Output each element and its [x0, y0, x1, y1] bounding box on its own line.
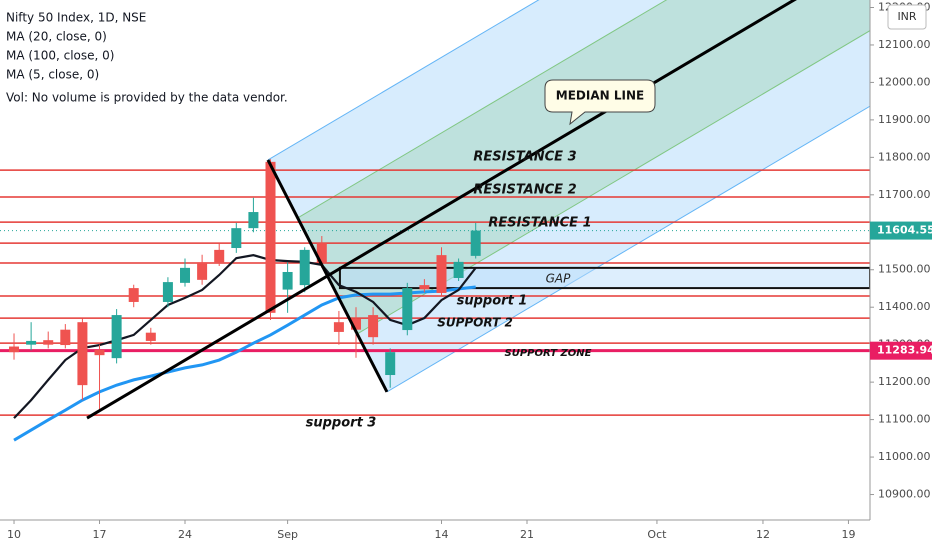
candle-body [333, 322, 344, 332]
y-tick-label: 12000.00 [878, 75, 931, 88]
x-tick-label: Sep [277, 528, 298, 541]
pitchfork-handle [266, 159, 389, 393]
candle-body [316, 243, 327, 263]
gap-zone [338, 266, 870, 290]
pitchfork-line [267, 0, 540, 161]
x-tick-label: 14 [434, 528, 448, 541]
candle-body [231, 228, 242, 249]
annotation: SUPPORT 2 [437, 316, 513, 330]
candle-body [402, 288, 413, 331]
candle-body [265, 161, 276, 313]
candle-body [9, 346, 20, 353]
currency-label[interactable]: INR [897, 10, 916, 23]
callout-box [544, 79, 656, 126]
currency-button[interactable]: INR [887, 4, 927, 30]
annotation: RESISTANCE 2 [473, 183, 576, 198]
pitchfork-outer-zone [267, 0, 870, 392]
y-tick-label: 10900.00 [878, 488, 931, 501]
candle-body [77, 322, 88, 386]
plot-area: GAP RESISTANCE 3 RESISTANCE 2 RESISTANCE 1 s… [0, 0, 870, 442]
x-tick-label: 19 [841, 528, 855, 541]
x-tick-label: 12 [756, 528, 770, 541]
price-tag-label: 11604.55 [877, 224, 932, 237]
pitchfork-line [297, 0, 668, 219]
price-tag [870, 341, 932, 360]
x-tick-label: 17 [93, 528, 107, 541]
price-tag-label: 11283.94 [877, 344, 932, 357]
candle-body [197, 262, 208, 280]
y-tick-label: 12100.00 [878, 38, 931, 51]
candle-body [419, 285, 430, 290]
x-tick-label: 21 [520, 528, 534, 541]
price-tag [870, 221, 932, 240]
annotation: SUPPORT ZONE [505, 348, 592, 359]
candle-body [162, 282, 173, 302]
candle-body [214, 249, 225, 263]
chart-title: Nifty 50 Index, 1D, NSE [6, 11, 146, 25]
candle-body [145, 332, 156, 341]
legend-entry: MA (5, close, 0) [6, 68, 99, 82]
pitchfork-median [86, 0, 797, 420]
currency-box[interactable] [887, 4, 927, 30]
candle-body [299, 249, 310, 286]
legend-entry: MA (100, close, 0) [6, 49, 114, 63]
candle-body [248, 212, 259, 229]
candle-body [282, 271, 293, 290]
volume-note: Vol: No volume is provided by the data v… [6, 91, 288, 105]
candle-body [43, 340, 54, 345]
candle-body [60, 329, 71, 346]
candle-body [368, 315, 379, 338]
candle-body [26, 340, 37, 345]
pitchfork-line [356, 30, 870, 335]
candle-body [94, 349, 105, 356]
candle-body [385, 352, 396, 376]
y-tick-label: 11100.00 [878, 413, 931, 426]
y-tick-label: 11700.00 [878, 188, 931, 201]
candle-body [111, 315, 122, 359]
moving-average-line [13, 285, 476, 442]
candle-body [436, 255, 447, 293]
x-tick-label: Oct [647, 528, 667, 541]
moving-average-line [13, 254, 477, 419]
y-tick-label: 11900.00 [878, 113, 931, 126]
annotation: support 1 [457, 294, 528, 309]
x-tick-label: 10 [7, 528, 21, 541]
y-tick-label: 11400.00 [878, 300, 931, 313]
x-tick-label: 24 [178, 528, 192, 541]
candle-body [351, 318, 362, 330]
y-tick-label: 11500.00 [878, 263, 931, 276]
annotation: support 3 [306, 416, 377, 431]
candle-body [180, 267, 191, 283]
annotation: RESISTANCE 1 [488, 216, 591, 231]
gap-label: GAP [546, 271, 572, 285]
header: Nifty 50 Index, 1D, NSE MA (20, close, 0… [6, 11, 288, 105]
pitchfork-inner-zone [297, 0, 870, 334]
candle-body [128, 288, 139, 302]
pitchfork-line [386, 105, 870, 393]
y-tick-label: 11000.00 [878, 450, 931, 463]
callout-label: MEDIAN LINE [556, 89, 644, 103]
annotation: RESISTANCE 3 [473, 150, 576, 165]
y-tick-label: 11200.00 [878, 375, 931, 388]
y-tick-label: 11800.00 [878, 150, 931, 163]
legend-entry: MA (20, close, 0) [6, 30, 107, 44]
candle-body [470, 230, 481, 256]
candle-body [453, 261, 464, 278]
